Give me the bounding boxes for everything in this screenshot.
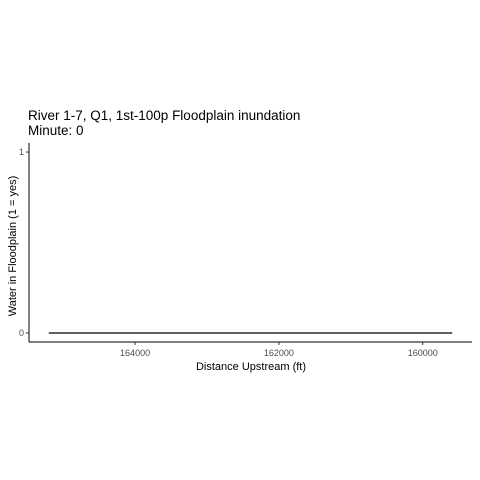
chart-subtitle: Minute: 0 — [28, 123, 84, 138]
x-tick-label: 160000 — [408, 348, 438, 358]
x-axis-ticks: 164000 162000 160000 — [120, 342, 438, 358]
y-axis-ticks: 01 — [19, 147, 29, 338]
x-axis-label: Distance Upstream (ft) — [196, 361, 306, 373]
x-tick-label: 162000 — [264, 348, 294, 358]
y-tick-label: 1 — [19, 147, 24, 157]
x-tick-label: 164000 — [120, 348, 150, 358]
y-axis-label: Water in Floodplain (1 = yes) — [7, 176, 19, 317]
chart-title: River 1-7, Q1, 1st-100p Floodplain inund… — [28, 108, 300, 123]
y-tick-label: 0 — [19, 328, 24, 338]
